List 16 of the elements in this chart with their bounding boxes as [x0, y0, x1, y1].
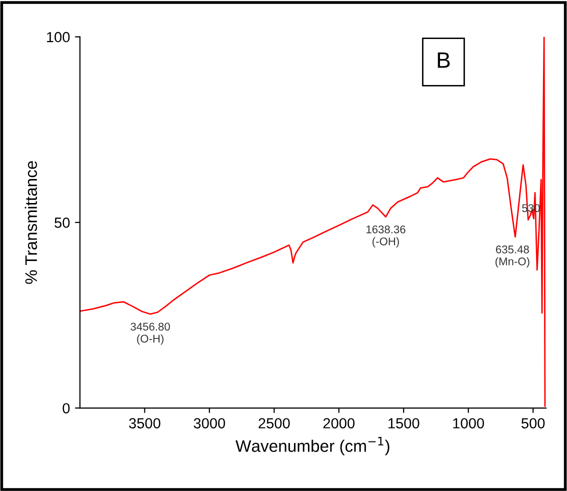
annotation: 3456.80 (O-H)	[130, 322, 170, 345]
x-axis-title: Wavenumber (cm$^{−1}$)	[236, 436, 390, 456]
x-tick-label: 2500	[258, 418, 290, 428]
annotation: 1638.36 (-OH)	[366, 225, 406, 248]
y-tick-label: 0	[62, 403, 70, 414]
y-tick-label: 50	[54, 218, 70, 228]
x-tick-label: 1500	[388, 418, 420, 428]
x-tick-label: 2000	[323, 418, 355, 428]
x-tick-label: 3000	[194, 418, 226, 428]
annotation: B	[438, 52, 450, 68]
x-tick-label: 500	[521, 418, 545, 428]
y-axis-title: % Transmittance	[24, 161, 38, 284]
x-tick-label: 3500	[129, 418, 160, 428]
y-tick-label: 100	[47, 32, 70, 42]
annotation: 635.48 (Mn-O)	[496, 246, 530, 268]
x-tick-label: 1000	[453, 418, 484, 428]
